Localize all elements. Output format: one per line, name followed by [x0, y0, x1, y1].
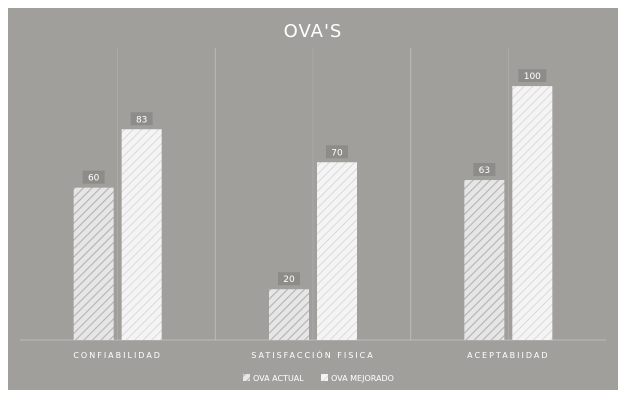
category-label-2: SATISFACCIÓN FISICA	[251, 349, 374, 360]
chart-frame: OVA'S 60 83 CONFIABILIDAD 20 70 SATISFACCIÓN …	[8, 8, 618, 390]
legend: OVA ACTUAL OVA MEJORADO	[243, 374, 394, 383]
data-label-actual-3: 63	[479, 166, 490, 176]
chart-title: OVA'S	[284, 21, 343, 42]
data-label-box	[278, 272, 300, 286]
bar-mejorado-3	[512, 86, 553, 340]
data-label-actual-1: 60	[88, 174, 100, 184]
legend-swatch-actual	[243, 374, 250, 381]
category-label-3: ACEPTABIIDAD	[467, 351, 549, 360]
data-label-box	[326, 145, 348, 159]
bar-chart: OVA'S 60 83 CONFIABILIDAD 20 70 SATISFACCIÓN …	[20, 21, 606, 383]
data-label-box	[518, 69, 547, 83]
bar-actual-2	[269, 289, 309, 340]
data-label-mejorado-3: 100	[524, 72, 541, 82]
data-label-actual-2: 20	[283, 275, 295, 285]
bar-actual-3	[464, 180, 505, 340]
bar-actual-1	[73, 187, 114, 340]
data-label-box	[473, 163, 496, 177]
data-label-mejorado-1: 83	[136, 115, 147, 125]
data-label-mejorado-2: 70	[331, 148, 343, 158]
bar-mejorado-1	[121, 129, 162, 340]
data-label-box	[82, 170, 105, 184]
legend-swatch-mejorado	[321, 374, 328, 381]
bar-mejorado-2	[317, 162, 357, 340]
legend-label-mejorado: OVA MEJORADO	[331, 374, 394, 383]
category-label-1: CONFIABILIDAD	[73, 351, 162, 360]
legend-label-actual: OVA ACTUAL	[253, 374, 304, 383]
data-label-box	[130, 112, 153, 126]
